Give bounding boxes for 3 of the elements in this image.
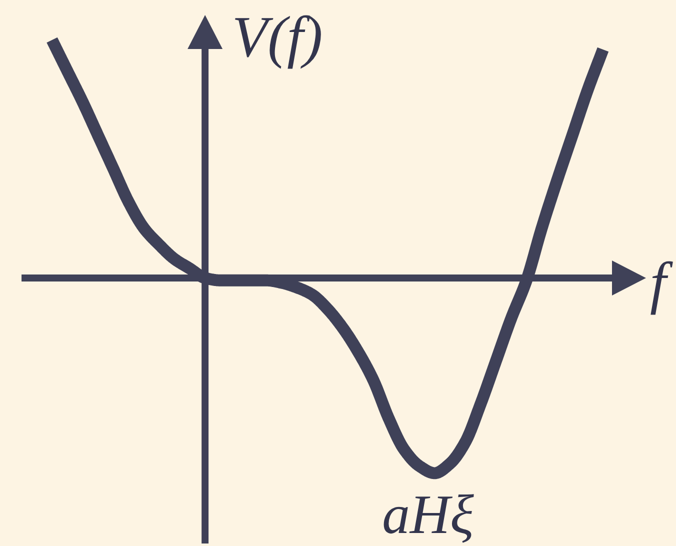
text: aHξ: [384, 494, 474, 543]
y-axis-title: V(f): [235, 15, 321, 69]
x-axis-title: f: [650, 261, 673, 315]
